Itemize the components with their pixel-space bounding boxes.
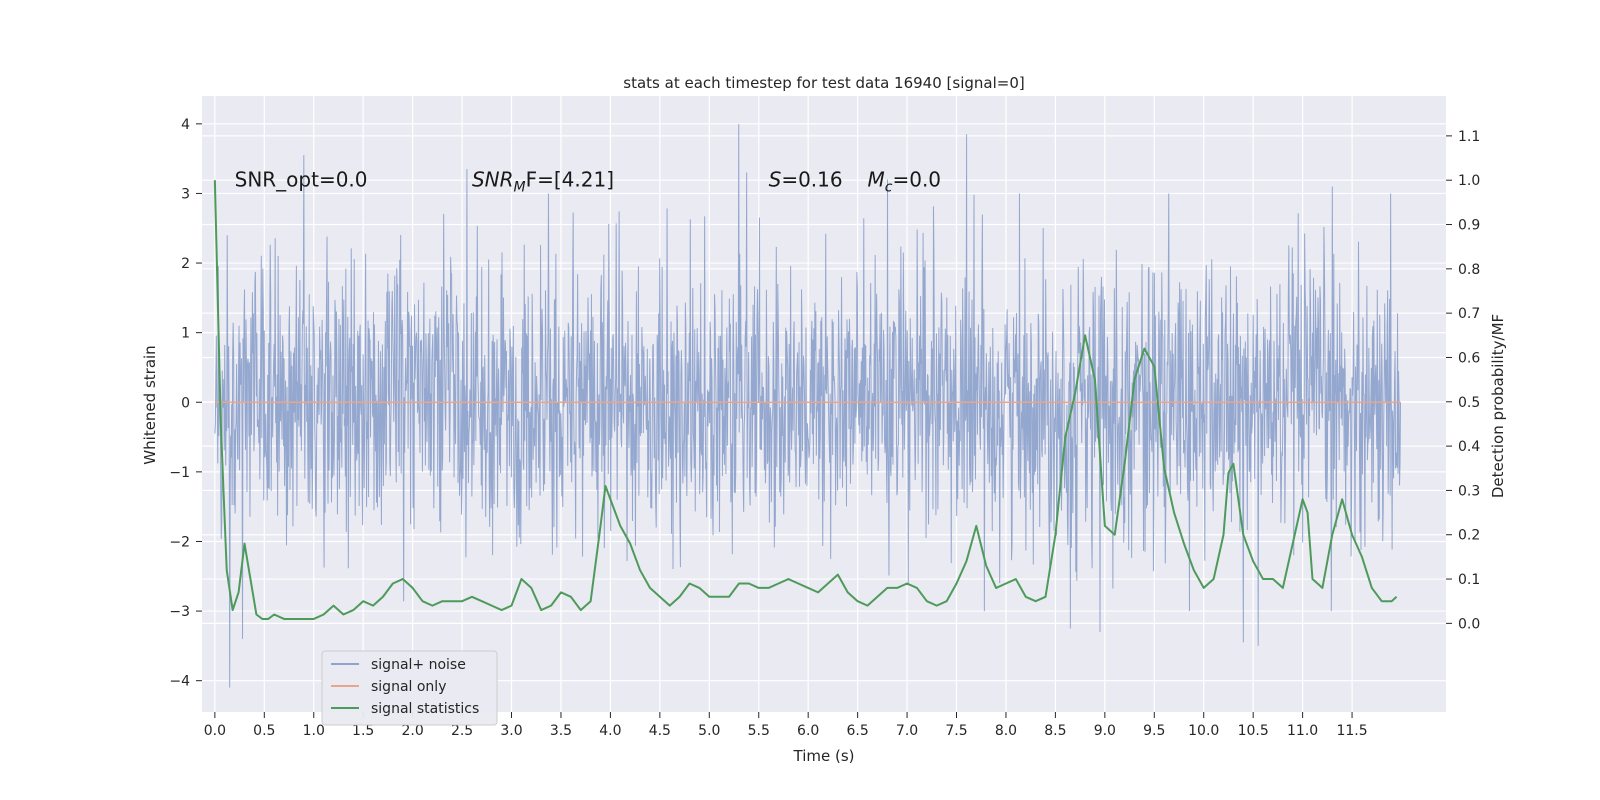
y-tick-label: 1 — [181, 326, 190, 342]
x-tick-label: 3.5 — [550, 723, 572, 739]
y-tick-label: 2 — [181, 256, 190, 272]
x-axis: 0.0 0.5 1.0 1.5 2.0 2.5 3.0 3.5 4.0 4.5 5.0 5.5 6.0 6… — [204, 712, 1368, 739]
annotation-2: S=0.16 — [769, 168, 843, 192]
x-tick-label: 10.5 — [1238, 723, 1269, 739]
y-right-tick-label: 0.9 — [1458, 218, 1480, 234]
y-right-tick-label: 1.0 — [1458, 173, 1480, 189]
y-right-tick-label: 0.6 — [1458, 350, 1480, 366]
annotations: SNR_opt=0.0 SNRMF=[4.21] S=0.16 Mc=0.0 — [235, 168, 941, 196]
y-right-tick-label: 0.3 — [1458, 483, 1480, 499]
x-tick-label: 9.0 — [1094, 723, 1116, 739]
annotation-1: SNRMF=[4.21] — [472, 168, 614, 196]
x-tick-label: 11.0 — [1287, 723, 1318, 739]
series-signal-noise-line — [214, 123, 1402, 688]
x-tick-label: 5.5 — [748, 723, 770, 739]
y-right-tick-label: 0.7 — [1458, 306, 1480, 322]
y-right-tick-label: 1.1 — [1458, 129, 1480, 145]
y-axis-label: Whitened strain — [141, 345, 159, 464]
y-right-tick-label: 0.4 — [1458, 439, 1480, 455]
y-right-tick-label: 0.8 — [1458, 262, 1480, 278]
x-tick-label: 4.0 — [599, 723, 621, 739]
x-axis-label: Time (s) — [793, 747, 855, 765]
y-tick-label: −3 — [169, 604, 190, 620]
x-tick-label: 10.0 — [1188, 723, 1219, 739]
x-tick-label: 8.5 — [1044, 723, 1066, 739]
y-axis-left: −4 −3 −2 −1 0 1 2 3 4 — [169, 117, 202, 690]
legend-label-signal-statistics: signal statistics — [371, 701, 479, 717]
y-axis-right-label: Detection probability/MF — [1489, 314, 1507, 498]
y-right-tick-label: 0.5 — [1458, 395, 1480, 411]
x-tick-label: 5.0 — [698, 723, 720, 739]
y-tick-label: −1 — [169, 465, 190, 481]
legend-label-signal-noise: signal+ noise — [371, 657, 466, 673]
y-tick-label: −2 — [169, 534, 190, 550]
x-tick-label: 0.5 — [253, 723, 275, 739]
y-tick-label: 0 — [181, 395, 190, 411]
series-signal-noise — [214, 123, 1402, 688]
y-tick-label: −4 — [169, 674, 190, 690]
x-tick-label: 1.0 — [303, 723, 325, 739]
x-tick-label: 7.5 — [945, 723, 967, 739]
x-tick-label: 6.0 — [797, 723, 819, 739]
legend: signal+ noise signal only signal statist… — [321, 650, 498, 726]
series-signal-statistics — [213, 180, 1398, 620]
chart-title: stats at each timestep for test data 169… — [623, 74, 1024, 92]
y-right-tick-label: 0.1 — [1458, 572, 1480, 588]
x-tick-label: 2.0 — [401, 723, 423, 739]
annotation-0: SNR_opt=0.0 — [235, 168, 368, 192]
x-tick-label: 11.5 — [1336, 723, 1367, 739]
x-tick-label: 3.0 — [500, 723, 522, 739]
series-signal-statistics-line — [213, 180, 1398, 620]
legend-box — [321, 650, 498, 726]
x-tick-label: 9.5 — [1143, 723, 1165, 739]
y-right-tick-label: 0.2 — [1458, 528, 1480, 544]
y-right-tick-label: 0.0 — [1458, 616, 1480, 632]
x-tick-label: 6.5 — [846, 723, 868, 739]
legend-label-signal-only: signal only — [371, 679, 446, 695]
x-tick-label: 0.0 — [204, 723, 226, 739]
x-tick-label: 2.5 — [451, 723, 473, 739]
y-tick-label: 3 — [181, 186, 190, 202]
x-tick-label: 8.0 — [995, 723, 1017, 739]
y-tick-label: 4 — [181, 117, 190, 133]
x-tick-label: 1.5 — [352, 723, 374, 739]
x-tick-label: 7.0 — [896, 723, 918, 739]
y-axis-right: 0.0 0.1 0.2 0.3 0.4 0.5 0.6 0.7 0.8 0.9 1.0 1.1 — [1446, 129, 1480, 632]
annotation-3: Mc=0.0 — [868, 168, 942, 196]
x-tick-label: 4.5 — [649, 723, 671, 739]
